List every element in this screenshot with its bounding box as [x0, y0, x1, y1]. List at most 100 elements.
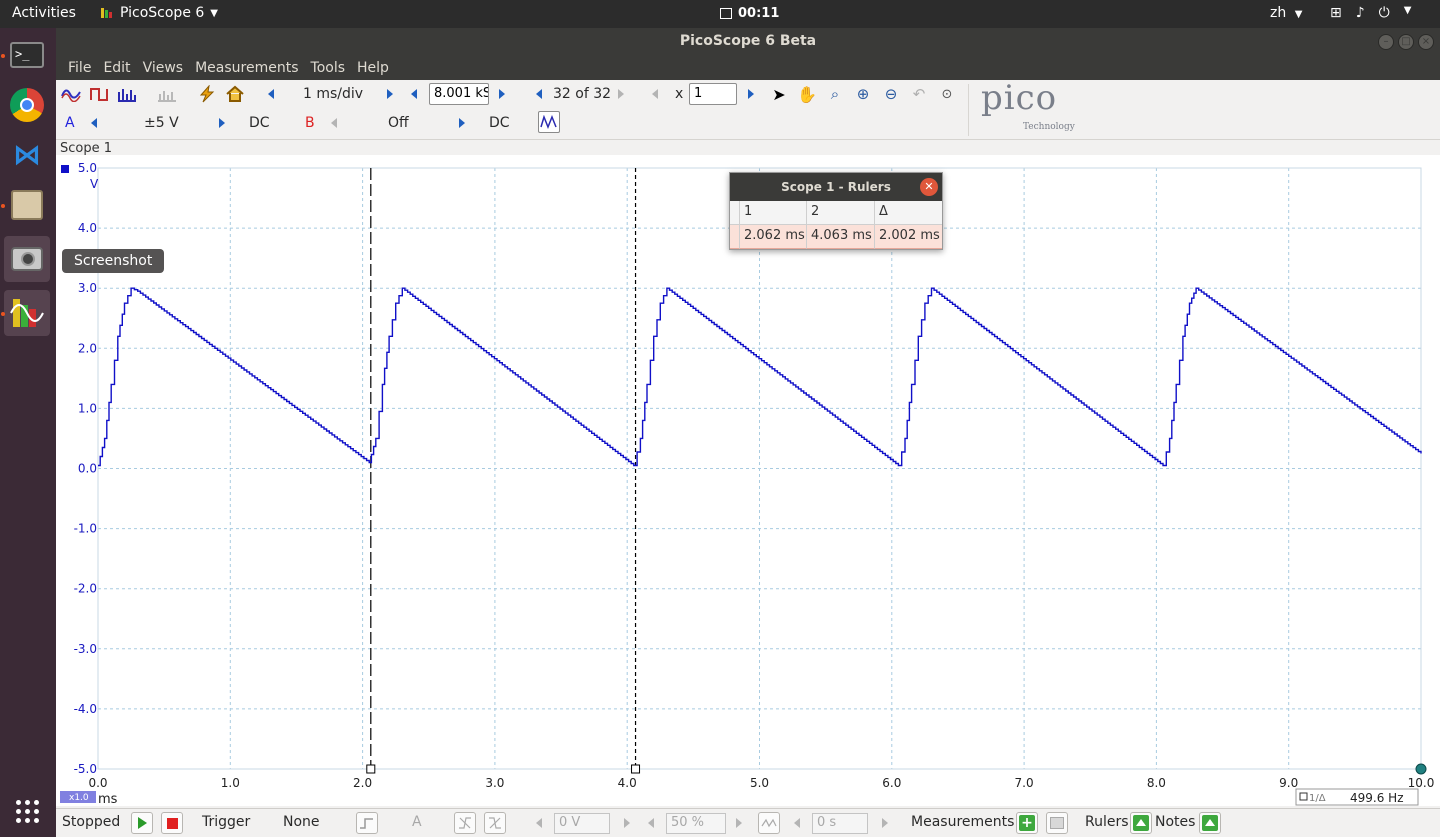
activities-button[interactable]: Activities	[12, 5, 76, 21]
buffer-previous-button[interactable]	[536, 89, 542, 99]
close-icon[interactable]: ✕	[920, 178, 938, 196]
channel-b-range-increase[interactable]	[459, 118, 465, 128]
chevron-down-icon: ▼	[1294, 9, 1303, 20]
time-rulers[interactable]	[366, 168, 641, 774]
menu-views[interactable]: Views	[142, 60, 184, 76]
channel-options-icon[interactable]	[538, 111, 560, 133]
terminal-launcher[interactable]: >_	[4, 32, 50, 78]
advanced-trigger-button[interactable]	[356, 812, 378, 834]
delay-input[interactable]: 0 s	[812, 813, 868, 834]
delete-measurement-button[interactable]	[1046, 812, 1068, 834]
maximize-button[interactable]: □	[1398, 34, 1414, 50]
threshold-increase[interactable]	[624, 818, 630, 828]
zoom-in-icon[interactable]: ⊕	[856, 85, 870, 103]
menu-measurements[interactable]: Measurements	[195, 60, 299, 76]
show-apps-button[interactable]	[4, 788, 50, 834]
x-tick-label: 5.0	[750, 776, 769, 790]
rulers-dialog[interactable]: Scope 1 - Rulers ✕ 1 2 Δ 2.062 ms 4.063 …	[729, 172, 943, 250]
channel-a-range[interactable]: ±5 V	[144, 115, 179, 131]
chrome-launcher[interactable]	[4, 82, 50, 128]
delay-toggle-button[interactable]	[758, 812, 780, 834]
plus-icon: +	[1019, 815, 1035, 831]
channel-a-coupling[interactable]: DC	[249, 115, 270, 131]
menu-edit[interactable]: Edit	[103, 60, 131, 76]
close-button[interactable]: ×	[1418, 34, 1434, 50]
files-launcher[interactable]	[4, 182, 50, 228]
spectrum-mode-icon[interactable]	[116, 83, 138, 105]
vscode-launcher[interactable]: ⋈	[4, 132, 50, 178]
pointer-tool-icon[interactable]: ➤	[772, 84, 786, 104]
channel-a-range-increase[interactable]	[219, 118, 225, 128]
auto-setup-icon[interactable]	[196, 83, 218, 105]
scope-mode-icon[interactable]	[60, 83, 82, 105]
start-button[interactable]	[131, 812, 153, 834]
delay-decrease[interactable]	[794, 818, 800, 828]
stop-button[interactable]	[161, 812, 183, 834]
rulers-dialog-title-bar[interactable]: Scope 1 - Rulers ✕	[730, 173, 942, 201]
channel-b-range[interactable]: Off	[388, 115, 409, 131]
trigger-channel[interactable]: A	[412, 814, 422, 830]
clock[interactable]: 00:11	[720, 6, 779, 21]
hand-tool-icon[interactable]: ✋	[797, 84, 817, 104]
menu-tools[interactable]: Tools	[310, 60, 346, 76]
channel-b-label[interactable]: B	[305, 115, 315, 131]
scope-plot[interactable]: 5.0 4.0 3.0 2.0 1.0 0.0 -1.0 -2.0 -3.0 -4.0 -5.0 0…	[56, 155, 1440, 806]
rising-edge-button[interactable]	[454, 812, 476, 834]
time-ruler-handle[interactable]	[366, 764, 376, 774]
samples-decrease-button[interactable]	[411, 89, 417, 99]
picoscope-launcher[interactable]	[4, 290, 50, 336]
pretrigger-input[interactable]: 50 %	[666, 813, 726, 834]
percent-decrease[interactable]	[648, 818, 654, 828]
serial-decode-icon[interactable]	[156, 83, 178, 105]
screenshot-launcher[interactable]	[4, 236, 50, 282]
trigger-marker[interactable]	[1415, 763, 1427, 775]
time-ruler-handle[interactable]	[631, 764, 641, 774]
file-cabinet-icon	[11, 190, 43, 220]
rulers-header-delta: Δ	[875, 201, 942, 225]
timebase-increase-button[interactable]	[387, 89, 393, 99]
ruler-2-value: 4.063 ms	[807, 225, 875, 249]
channel-a-range-decrease[interactable]	[91, 118, 97, 128]
zoom-input[interactable]: 1	[689, 83, 737, 105]
threshold-input[interactable]: 0 V	[554, 813, 610, 834]
zoom-next-button[interactable]	[748, 89, 754, 99]
timebase-value[interactable]: 1 ms/div	[303, 86, 364, 102]
rulers-toggle-button[interactable]	[1130, 812, 1152, 834]
home-icon[interactable]	[224, 83, 246, 105]
channel-a-axis-marker[interactable]	[61, 165, 69, 173]
timebase-decrease-button[interactable]	[268, 89, 274, 99]
undo-zoom-icon[interactable]: ↶	[912, 85, 926, 103]
volume-icon[interactable]: ♪	[1355, 5, 1365, 21]
system-tray[interactable]: ⊞ ♪ ⏻ ▼	[1330, 5, 1411, 21]
persistence-mode-icon[interactable]	[88, 83, 110, 105]
minimize-button[interactable]: –	[1378, 34, 1394, 50]
window-title-bar[interactable]: PicoScope 6 Beta – □ ×	[56, 28, 1440, 56]
network-icon[interactable]: ⊞	[1330, 5, 1342, 21]
channel-a-label[interactable]: A	[65, 115, 75, 131]
delay-increase[interactable]	[882, 818, 888, 828]
zoom-out-icon[interactable]: ⊖	[884, 85, 898, 103]
menu-help[interactable]: Help	[357, 60, 389, 76]
zoom-window-icon[interactable]: ⌕	[830, 85, 840, 103]
zoom-previous-button[interactable]	[652, 89, 658, 99]
menu-file[interactable]: File	[68, 60, 92, 76]
channel-b-coupling[interactable]: DC	[489, 115, 510, 131]
percent-increase[interactable]	[736, 818, 742, 828]
add-measurement-button[interactable]: +	[1016, 812, 1038, 834]
trigger-mode[interactable]: None	[283, 814, 320, 830]
rulers-value-row[interactable]: 2.062 ms 4.063 ms 2.002 ms	[730, 225, 942, 249]
zoom-overview-icon[interactable]: ⊙	[941, 86, 953, 102]
clock-time: 00:11	[738, 6, 780, 21]
language-menu[interactable]: zh ▼	[1270, 5, 1302, 21]
falling-edge-button[interactable]	[484, 812, 506, 834]
y-tick-label: -3.0	[74, 642, 97, 656]
power-icon[interactable]: ⏻	[1378, 5, 1390, 21]
buffer-next-button[interactable]	[618, 89, 624, 99]
channel-b-range-decrease[interactable]	[331, 118, 337, 128]
threshold-decrease[interactable]	[536, 818, 542, 828]
app-menu[interactable]: PicoScope 6 ▼	[100, 5, 218, 21]
notes-label: Notes	[1155, 814, 1196, 830]
samples-increase-button[interactable]	[499, 89, 505, 99]
samples-input[interactable]: 8.001 kS	[429, 83, 489, 105]
notes-toggle-button[interactable]	[1199, 812, 1221, 834]
